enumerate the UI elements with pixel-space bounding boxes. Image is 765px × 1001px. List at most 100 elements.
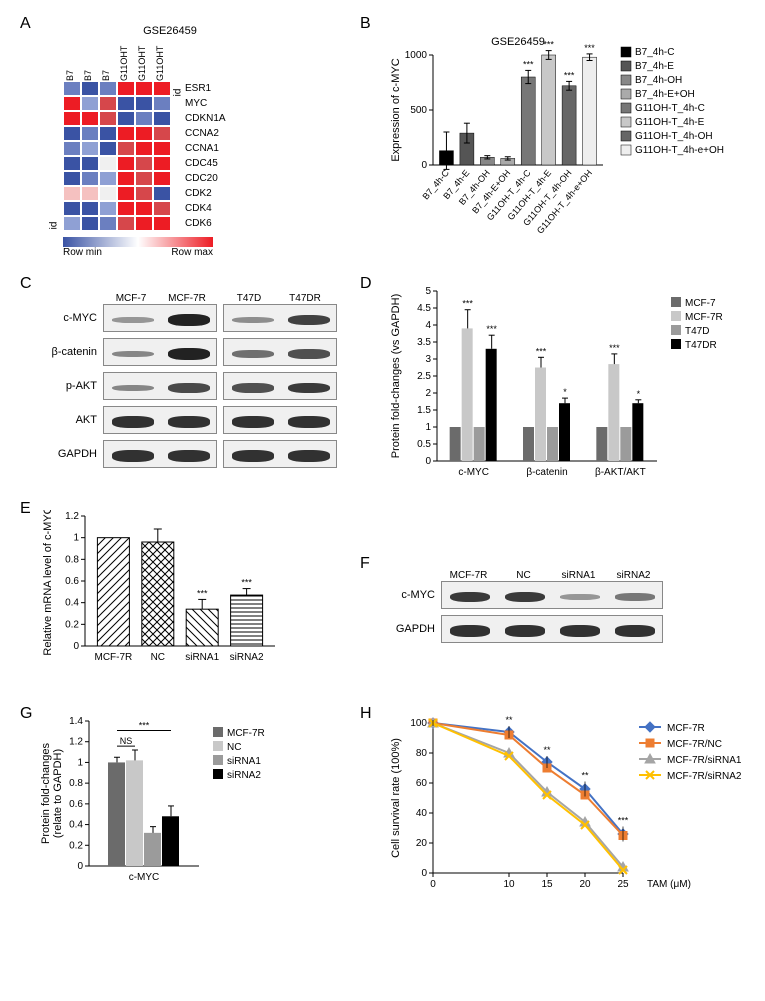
svg-text:β-AKT/AKT: β-AKT/AKT xyxy=(595,467,646,478)
heatmap-row-label: CDK2 xyxy=(185,186,226,201)
heatmap-cell xyxy=(63,111,81,126)
heatmap-cell xyxy=(135,216,153,231)
svg-text:***: *** xyxy=(609,343,620,353)
panel-g: 00.20.40.60.811.21.4Protein fold-changes… xyxy=(37,715,297,908)
heatmap-col-label: G11OHT xyxy=(119,46,129,81)
svg-text:3.5: 3.5 xyxy=(417,337,431,348)
heatmap-cell xyxy=(153,216,171,231)
heatmap-cell xyxy=(153,171,171,186)
blot-box xyxy=(103,372,217,400)
heatmap-cell xyxy=(117,141,135,156)
svg-text:2: 2 xyxy=(425,388,431,399)
blot-box xyxy=(441,615,663,643)
svg-text:***: *** xyxy=(543,40,554,50)
heatmap-cell xyxy=(135,201,153,216)
heatmap-cell xyxy=(81,171,99,186)
heatmap-cell xyxy=(153,81,171,96)
heatmap-cell xyxy=(63,216,81,231)
heatmap-cell xyxy=(99,201,117,216)
panel-f: MCF-7R NC siRNA1 siRNA2 c-MYCGAPDH xyxy=(385,570,685,649)
heatmap-cell xyxy=(99,141,117,156)
svg-text:**: ** xyxy=(543,745,551,755)
svg-text:MCF-7R: MCF-7R xyxy=(685,312,723,323)
svg-text:25: 25 xyxy=(617,879,629,890)
heatmap-cell xyxy=(153,96,171,111)
heatmap-cell xyxy=(81,126,99,141)
svg-text:G11OH-T_4h-C: G11OH-T_4h-C xyxy=(635,103,705,114)
blot-box xyxy=(103,440,217,468)
heatmap-cell xyxy=(99,81,117,96)
heatmap-cell xyxy=(81,81,99,96)
heatmap-cell xyxy=(81,96,99,111)
svg-text:Relative mRNA level of c-MYC: Relative mRNA level of c-MYC xyxy=(42,510,54,656)
svg-text:1.4: 1.4 xyxy=(69,716,83,727)
svg-text:siRNA1: siRNA1 xyxy=(185,652,219,663)
heatmap-row-label: CDK6 xyxy=(185,216,226,231)
heatmap-cell xyxy=(63,141,81,156)
svg-text:0.6: 0.6 xyxy=(65,576,79,587)
blot-col: T47DR xyxy=(277,293,333,304)
heatmap-cell xyxy=(153,186,171,201)
svg-text:0.2: 0.2 xyxy=(65,619,79,630)
heatmap-cell xyxy=(63,186,81,201)
blot-col: MCF-7 xyxy=(103,293,159,304)
svg-text:Cell survival rate (100%): Cell survival rate (100%) xyxy=(390,738,402,858)
heatmap-cell xyxy=(63,81,81,96)
heatmap-cell xyxy=(153,141,171,156)
svg-text:**: ** xyxy=(505,715,513,725)
svg-text:T47DR: T47DR xyxy=(685,340,717,351)
svg-text:(relate to GAPDH): (relate to GAPDH) xyxy=(52,749,64,838)
heatmap-cell xyxy=(81,201,99,216)
svg-text:0: 0 xyxy=(430,879,436,890)
heatmap-row-label: CDKN1A xyxy=(185,111,226,126)
heatmap-row-label: CDK4 xyxy=(185,201,226,216)
heatmap-row-label: CDC45 xyxy=(185,156,226,171)
heatmap-col-label: B7 xyxy=(83,70,93,81)
panel-h: 020406080100Cell survival rate (100%)010… xyxy=(385,715,745,928)
svg-text:1: 1 xyxy=(77,757,83,768)
svg-text:β-catenin: β-catenin xyxy=(526,467,567,478)
svg-text:0.8: 0.8 xyxy=(69,778,83,789)
svg-text:c-MYC: c-MYC xyxy=(458,467,489,478)
svg-text:***: *** xyxy=(197,588,208,598)
svg-text:**: ** xyxy=(581,771,589,781)
heatmap-cell xyxy=(153,156,171,171)
svg-text:0.2: 0.2 xyxy=(69,840,83,851)
svg-text:5: 5 xyxy=(425,286,431,297)
svg-text:Protein fold-changes: Protein fold-changes xyxy=(40,743,52,844)
panel-d-label: D xyxy=(360,275,372,293)
svg-text:Protein fold-changes (vs GAPDH: Protein fold-changes (vs GAPDH) xyxy=(390,294,402,458)
scale-max: Row max xyxy=(171,247,213,258)
svg-text:0.4: 0.4 xyxy=(69,820,83,831)
svg-text:MCF-7R/siRNA1: MCF-7R/siRNA1 xyxy=(667,755,742,766)
svg-text:GSE26459: GSE26459 xyxy=(491,36,545,48)
blot-row: GAPDH xyxy=(37,440,347,468)
svg-text:15: 15 xyxy=(541,879,553,890)
heatmap-cell xyxy=(99,186,117,201)
svg-text:***: *** xyxy=(584,43,595,53)
blot-row: GAPDH xyxy=(385,615,685,643)
heatmap-cell xyxy=(63,96,81,111)
id-label-right: id xyxy=(172,89,183,97)
blot-box xyxy=(103,304,217,332)
svg-text:*: * xyxy=(637,389,641,399)
blot-label: GAPDH xyxy=(37,448,103,460)
svg-text:80: 80 xyxy=(416,748,428,759)
svg-text:MCF-7R: MCF-7R xyxy=(227,728,265,739)
panel-f-label: F xyxy=(360,555,370,573)
svg-text:***: *** xyxy=(462,299,473,309)
heatmap-cell xyxy=(117,81,135,96)
svg-text:100: 100 xyxy=(410,718,427,729)
blot-box xyxy=(223,440,337,468)
svg-text:0.4: 0.4 xyxy=(65,598,79,609)
svg-text:siRNA2: siRNA2 xyxy=(227,770,261,781)
blot-col: T47D xyxy=(221,293,277,304)
heatmap-cell xyxy=(81,216,99,231)
blot-row: AKT xyxy=(37,406,347,434)
svg-text:1: 1 xyxy=(425,422,431,433)
panel-d: 00.511.522.533.544.55Protein fold-change… xyxy=(385,283,745,496)
heatmap-cell xyxy=(81,186,99,201)
heatmap-cell xyxy=(117,216,135,231)
heatmap-cell xyxy=(99,171,117,186)
svg-text:20: 20 xyxy=(579,879,591,890)
